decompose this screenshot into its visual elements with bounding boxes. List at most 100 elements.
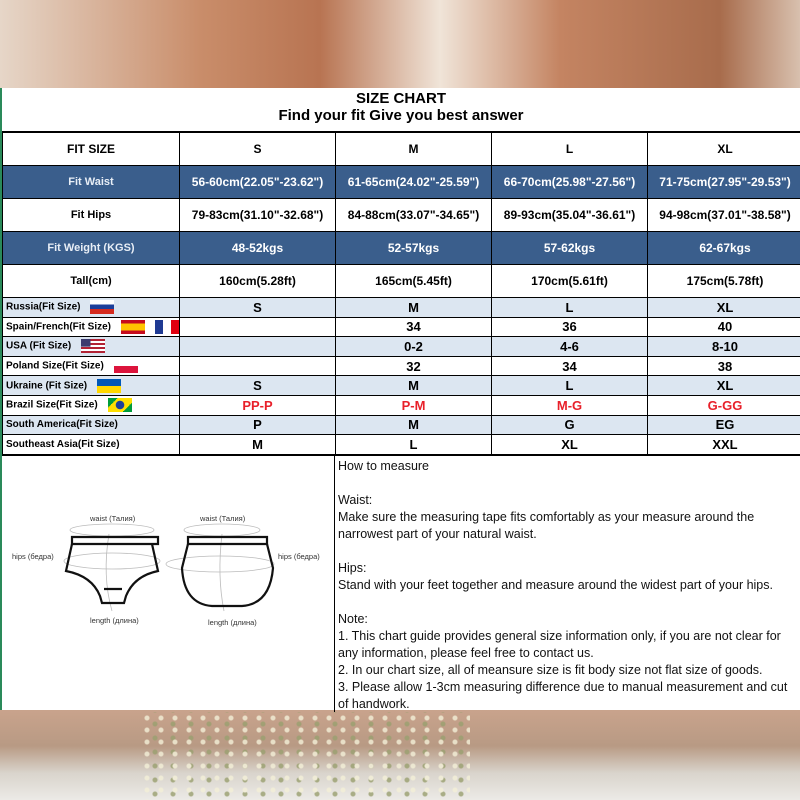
length-label: length (длина) bbox=[90, 615, 139, 625]
usa-flag-icon bbox=[81, 339, 106, 354]
country-size-value: M-G bbox=[491, 394, 648, 416]
measure-value: 79-83cm(31.10"-32.68") bbox=[179, 198, 336, 232]
hips-title: Hips: bbox=[338, 560, 367, 575]
country-size-value: 34 bbox=[491, 355, 648, 377]
country-label: Spain/French(Fit Size) bbox=[2, 316, 180, 338]
country-size-value: P-M bbox=[335, 394, 492, 416]
country-size-value: L bbox=[335, 434, 492, 455]
country-label: Poland Size(Fit Size) bbox=[2, 355, 180, 377]
measure-value: 52-57kgs bbox=[335, 231, 492, 265]
country-row: Poland Size(Fit Size) 32 34 38 bbox=[2, 355, 800, 377]
country-label: Brazil Size(Fit Size) bbox=[2, 394, 180, 416]
country-name: Southeast Asia(Fit Size) bbox=[6, 438, 120, 450]
chart-subtitle: Find your fit Give you best answer bbox=[278, 107, 524, 124]
size-header: XL bbox=[647, 132, 800, 166]
spain-flag-icon bbox=[121, 319, 146, 334]
header-row: FIT SIZE S M L XL bbox=[2, 132, 800, 166]
country-size-value: S bbox=[179, 375, 336, 396]
country-size-value: M bbox=[335, 414, 492, 436]
country-name: USA (Fit Size) bbox=[6, 341, 72, 353]
country-size-value: L bbox=[491, 297, 648, 318]
measure-value: 160cm(5.28ft) bbox=[179, 264, 336, 298]
background-photo-top bbox=[0, 0, 800, 90]
instructions-heading: How to measure bbox=[338, 458, 430, 473]
note-1: 1. This chart guide provides general siz… bbox=[338, 628, 781, 660]
country-row: Spain/French(Fit Size) 34 36 40 bbox=[2, 316, 800, 338]
country-row: Brazil Size(Fit Size) PP-P P-M M-G G-GG bbox=[2, 394, 800, 416]
measure-value: 48-52kgs bbox=[179, 231, 336, 265]
country-name: South America(Fit Size) bbox=[6, 419, 118, 431]
country-size-value: 4-6 bbox=[491, 336, 648, 357]
ukraine-flag-icon bbox=[97, 378, 122, 393]
country-size-value: 0-2 bbox=[335, 336, 492, 357]
size-header: S bbox=[179, 132, 336, 166]
size-header: M bbox=[335, 132, 492, 166]
country-size-value: 40 bbox=[647, 316, 800, 338]
country-name: Spain/French(Fit Size) bbox=[6, 321, 112, 333]
country-size-value: 32 bbox=[335, 355, 492, 377]
country-row: USA (Fit Size) 0-2 4-6 8-10 bbox=[2, 336, 800, 357]
size-table: FIT SIZE S M L XL Fit Waist 56-60cm(22.05"-23.… bbox=[2, 132, 800, 455]
measure-value: 57-62kgs bbox=[491, 231, 648, 265]
country-size-value: M bbox=[179, 434, 336, 455]
measure-value: 175cm(5.78ft) bbox=[647, 264, 800, 298]
country-row: Russia(Fit Size) S M L XL bbox=[2, 297, 800, 318]
hips-text: Stand with your feet together and measur… bbox=[338, 577, 773, 592]
measure-value: 66-70cm(25.98"-27.56") bbox=[491, 165, 648, 199]
row-label: Fit Weight (KGS) bbox=[2, 231, 180, 265]
country-size-value bbox=[179, 316, 336, 338]
waist-label: waist (Талия) bbox=[90, 513, 136, 523]
row-label: Tall(cm) bbox=[2, 264, 180, 298]
country-size-value: G-GG bbox=[647, 394, 800, 416]
measure-value: 84-88cm(33.07"-34.65") bbox=[335, 198, 492, 232]
country-size-value: EG bbox=[647, 414, 800, 436]
country-label: Russia(Fit Size) bbox=[2, 297, 180, 318]
country-label: South America(Fit Size) bbox=[2, 414, 180, 436]
note-2: 2. In our chart size, all of meansure si… bbox=[338, 662, 763, 677]
country-name: Russia(Fit Size) bbox=[6, 301, 81, 313]
measure-value: 56-60cm(22.05"-23.62") bbox=[179, 165, 336, 199]
country-size-value: XL bbox=[491, 434, 648, 455]
country-size-value: 34 bbox=[335, 316, 492, 338]
hips-label: hips (бедра) bbox=[12, 551, 54, 561]
measure-value: 61-65cm(24.02"-25.59") bbox=[335, 165, 492, 199]
note-3: 3. Please allow 1-3cm measuring differen… bbox=[338, 679, 788, 711]
country-row: Southeast Asia(Fit Size) M L XL XXL bbox=[2, 434, 800, 455]
country-label: Ukraine (Fit Size) bbox=[2, 375, 180, 396]
measure-row: Fit Weight (KGS) 48-52kgs 52-57kgs 57-62kgs… bbox=[2, 231, 800, 265]
country-name: Brazil Size(Fit Size) bbox=[6, 399, 98, 411]
country-size-value: XL bbox=[647, 375, 800, 396]
measure-row: Tall(cm) 160cm(5.28ft) 165cm(5.45ft) 170cm(… bbox=[2, 264, 800, 298]
country-label: USA (Fit Size) bbox=[2, 336, 180, 357]
country-size-value bbox=[179, 355, 336, 377]
russia-flag-icon bbox=[90, 300, 115, 315]
waist-label: waist (Талия) bbox=[200, 513, 246, 523]
country-size-value: XL bbox=[647, 297, 800, 318]
chart-title: SIZE CHART bbox=[356, 90, 446, 107]
country-size-value: S bbox=[179, 297, 336, 318]
measure-value: 89-93cm(35.04"-36.61") bbox=[491, 198, 648, 232]
note-title: Note: bbox=[338, 611, 368, 626]
underwear-diagram-icon bbox=[63, 523, 275, 611]
country-name: Poland Size(Fit Size) bbox=[6, 360, 104, 372]
country-size-value: M bbox=[335, 297, 492, 318]
brazil-flag-icon bbox=[107, 398, 132, 413]
measuring-instructions: How to measure Waist: Make sure the meas… bbox=[335, 456, 800, 712]
country-size-value bbox=[179, 336, 336, 357]
country-size-value: PP-P bbox=[179, 394, 336, 416]
row-label: Fit Hips bbox=[2, 198, 180, 232]
measure-value: 170cm(5.61ft) bbox=[491, 264, 648, 298]
country-size-value: L bbox=[491, 375, 648, 396]
country-row: South America(Fit Size) P M G EG bbox=[2, 414, 800, 436]
length-label: length (длина) bbox=[208, 617, 257, 627]
measure-value: 94-98cm(37.01"-38.58") bbox=[647, 198, 800, 232]
france-flag-icon bbox=[155, 319, 179, 334]
country-row: Ukraine (Fit Size) S M L XL bbox=[2, 375, 800, 396]
chart-title-block: SIZE CHART Find your fit Give you best a… bbox=[2, 88, 800, 132]
flowers-decoration bbox=[140, 712, 470, 800]
measure-value: 165cm(5.45ft) bbox=[335, 264, 492, 298]
country-size-value: G bbox=[491, 414, 648, 436]
country-size-value: 8-10 bbox=[647, 336, 800, 357]
fit-size-header: FIT SIZE bbox=[2, 132, 180, 166]
country-size-value: P bbox=[179, 414, 336, 436]
